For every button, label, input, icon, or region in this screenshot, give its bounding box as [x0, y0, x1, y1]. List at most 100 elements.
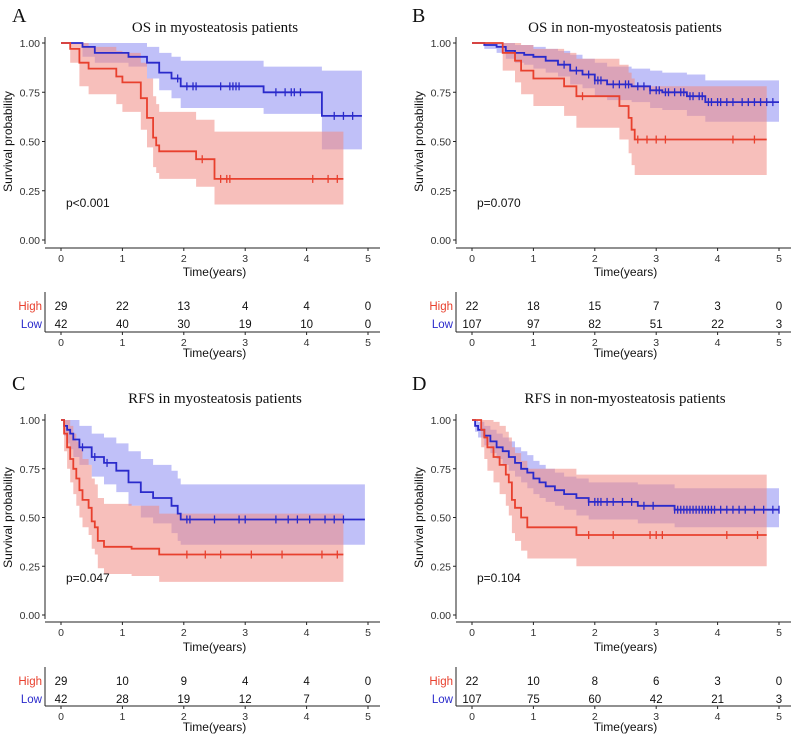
panel-letter: B	[412, 5, 425, 27]
y-tick-label: 0.00	[431, 235, 452, 247]
x-tick-label: 3	[653, 627, 659, 639]
x-tick-label: 2	[592, 627, 598, 639]
risk-count-low: 0	[365, 319, 371, 331]
risk-count-high: 9	[181, 676, 187, 688]
survival-curve-high	[472, 42, 767, 141]
panel-c: C RFS in myosteatosis patients 0.00 0.25 0.5…	[1, 373, 380, 734]
chart-title: OS in myosteatosis patients	[132, 20, 298, 36]
risk-count-high: 22	[116, 301, 129, 313]
risk-label-high: High	[18, 676, 42, 688]
y-tick-label: 0.75	[20, 87, 41, 99]
chart-title: RFS in myosteatosis patients	[128, 391, 302, 407]
risk-count-low: 28	[116, 694, 129, 706]
x-axis-label: Time(years)	[594, 265, 658, 279]
risk-x-tick-label: 3	[653, 711, 659, 723]
survival-curve-low	[61, 42, 362, 117]
risk-x-tick-label: 3	[242, 711, 248, 723]
x-tick-label: 1	[530, 627, 536, 639]
risk-x-tick-label: 3	[242, 337, 248, 349]
x-tick-label: 0	[58, 627, 64, 639]
risk-count-low: 75	[527, 694, 540, 706]
x-tick-label: 4	[715, 253, 721, 265]
risk-count-low: 3	[776, 319, 782, 331]
y-tick-label: 0.00	[20, 610, 41, 622]
risk-count-low: 30	[177, 319, 190, 331]
risk-count-high: 10	[116, 676, 129, 688]
y-tick-label: 0.50	[431, 513, 452, 525]
risk-count-high: 7	[653, 301, 659, 313]
risk-count-high: 0	[776, 301, 782, 313]
risk-count-low: 42	[55, 694, 68, 706]
x-axis-label: Time(years)	[183, 640, 247, 654]
risk-x-tick-label: 0	[58, 337, 64, 349]
y-tick-label: 1.00	[20, 415, 41, 427]
risk-x-tick-label: 2	[181, 337, 187, 349]
x-axis-label: Time(years)	[594, 640, 658, 654]
risk-count-low: 82	[588, 319, 601, 331]
risk-count-high: 22	[466, 676, 479, 688]
risk-count-low: 107	[462, 694, 481, 706]
y-tick-label: 0.50	[20, 137, 41, 149]
p-value: p=0.070	[477, 196, 521, 210]
x-tick-label: 0	[58, 253, 64, 265]
risk-table: High Low 22 10 8 6 3 0 107 75 60 42 21 3 0 1 2 3 4 5 Time(ye…	[429, 667, 791, 734]
risk-label-high: High	[429, 676, 453, 688]
ci-band-high	[472, 420, 767, 567]
ci-band-low	[61, 43, 362, 150]
x-tick-label: 2	[181, 253, 187, 265]
panel-a: A OS in myosteatosis patients 0.00 0.25 0.50…	[1, 5, 380, 360]
x-tick-label: 5	[365, 627, 371, 639]
risk-x-tick-label: 2	[592, 337, 598, 349]
risk-count-high: 8	[592, 676, 598, 688]
risk-count-high: 22	[466, 301, 479, 313]
survival-curve-low	[472, 419, 779, 511]
risk-count-high: 3	[714, 301, 720, 313]
risk-count-low: 40	[116, 319, 129, 331]
x-tick-label: 1	[119, 253, 125, 265]
risk-x-axis-label: Time(years)	[594, 346, 658, 360]
risk-count-low: 42	[55, 319, 68, 331]
risk-count-low: 7	[303, 694, 309, 706]
risk-count-high: 6	[653, 676, 659, 688]
risk-x-tick-label: 3	[653, 337, 659, 349]
risk-count-high: 0	[365, 676, 371, 688]
risk-x-tick-label: 1	[530, 337, 536, 349]
risk-x-tick-label: 0	[58, 711, 64, 723]
y-tick-label: 0.25	[20, 186, 41, 198]
risk-count-low: 42	[650, 694, 663, 706]
risk-x-tick-label: 5	[776, 711, 782, 723]
y-tick-label: 0.75	[20, 464, 41, 476]
risk-count-high: 4	[242, 301, 249, 313]
risk-label-high: High	[18, 301, 42, 313]
y-axis-label: Survival probability	[412, 91, 426, 192]
y-axis-label: Survival probability	[1, 467, 15, 568]
p-value: p=0.047	[66, 571, 110, 585]
y-tick-label: 0.50	[431, 137, 452, 149]
risk-count-high: 18	[527, 301, 540, 313]
y-tick-label: 0.25	[20, 561, 41, 573]
risk-x-axis-label: Time(years)	[183, 346, 247, 360]
risk-count-low: 107	[462, 319, 481, 331]
y-axis-label: Survival probability	[412, 467, 426, 568]
risk-label-low: Low	[21, 694, 43, 706]
x-axis-label: Time(years)	[183, 265, 247, 279]
x-tick-label: 3	[653, 253, 659, 265]
risk-count-low: 21	[711, 694, 724, 706]
risk-count-high: 10	[527, 676, 540, 688]
risk-x-tick-label: 5	[365, 337, 371, 349]
risk-count-low: 97	[527, 319, 540, 331]
survival-curve-high	[472, 419, 767, 536]
risk-label-low: Low	[432, 694, 454, 706]
panel-b: B OS in non-myosteatosis patients 0.00 0.25…	[412, 5, 791, 360]
risk-x-tick-label: 5	[365, 711, 371, 723]
y-tick-label: 0.25	[431, 561, 452, 573]
risk-count-low: 12	[239, 694, 252, 706]
survival-curve-high	[61, 419, 344, 556]
risk-count-high: 29	[55, 301, 68, 313]
risk-x-axis-label: Time(years)	[183, 720, 247, 734]
panel-letter: D	[412, 373, 426, 395]
ci-band-high	[61, 420, 344, 582]
